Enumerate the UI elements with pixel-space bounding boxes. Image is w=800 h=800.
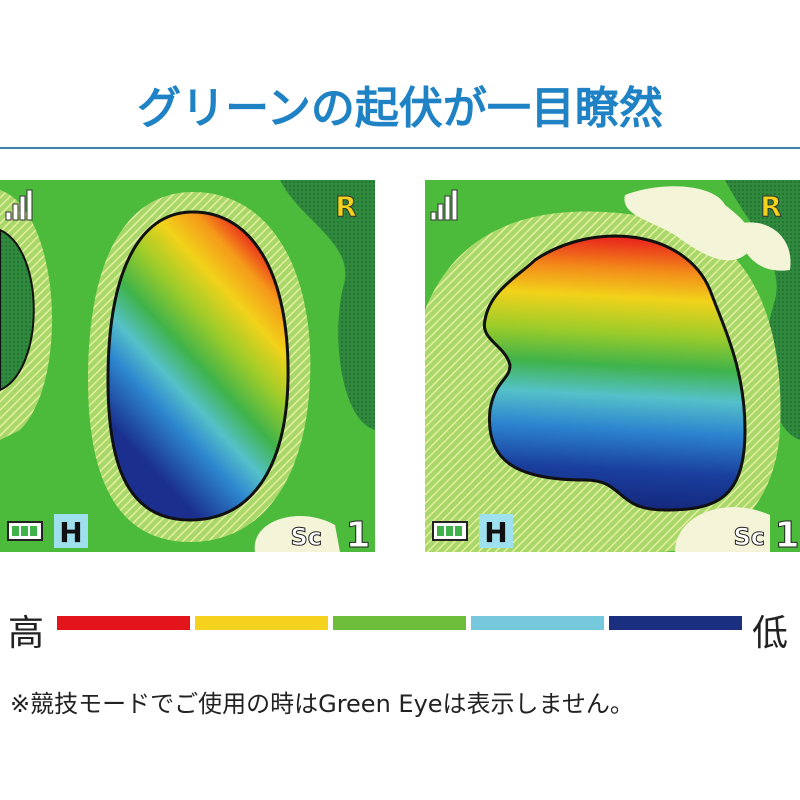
bunker (624, 186, 754, 261)
mode-box (54, 514, 88, 548)
legend-low: 低 (752, 613, 789, 654)
screen-left: R H Sc 1 (0, 180, 375, 552)
score-mark: Sc (290, 523, 322, 551)
divider (0, 147, 800, 149)
rough (280, 180, 375, 430)
mode: H (484, 516, 507, 549)
green-partial (0, 228, 35, 392)
signal-icon (430, 189, 458, 221)
title: グリーンの起伏が一目瞭然 (137, 83, 663, 134)
bunker (735, 222, 791, 271)
bunker (254, 515, 340, 552)
legend-bar (195, 616, 328, 630)
battery-icon (7, 521, 43, 541)
screen-right: R H Sc 1 (425, 180, 800, 552)
legend-bar (609, 616, 742, 630)
mode-box (479, 514, 513, 548)
battery-icon (432, 521, 468, 541)
legend-high: 高 (8, 613, 45, 654)
green-heatmap (106, 210, 290, 522)
wind-indicator: R (760, 190, 782, 223)
green-heatmap (482, 234, 747, 512)
signal-icon (5, 189, 33, 221)
note: ※競技モードでご使用の時はGreen Eyeは表示しません。 (10, 690, 634, 718)
legend-bar (471, 616, 604, 630)
legend-bar (57, 616, 190, 630)
wind-indicator: R (335, 190, 357, 223)
legend-bar (333, 616, 466, 630)
mode: H (59, 516, 82, 549)
score-mark: Sc (733, 523, 765, 551)
hole-number: 1 (345, 515, 370, 552)
hole-number: 1 (774, 515, 799, 552)
bunker (675, 507, 770, 552)
